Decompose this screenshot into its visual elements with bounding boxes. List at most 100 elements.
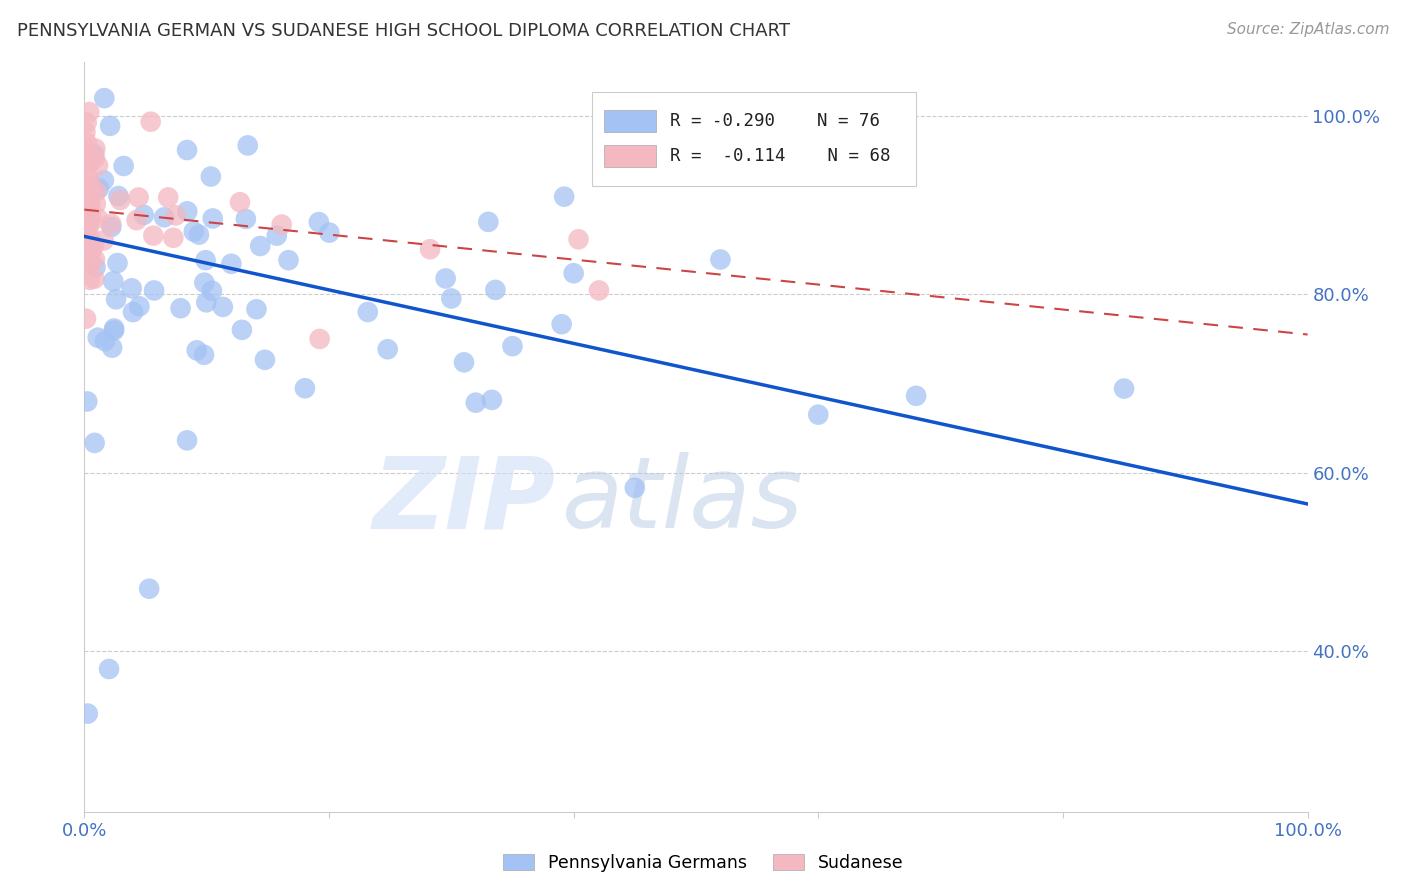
Point — [77, 254, 100, 268]
Point — [419, 242, 441, 256]
Point — [132, 208, 155, 222]
Point — [165, 208, 187, 222]
Point — [249, 239, 271, 253]
Point — [128, 190, 150, 204]
Point — [125, 213, 148, 227]
Point — [139, 114, 162, 128]
Point — [87, 159, 110, 173]
Point — [79, 228, 101, 243]
Point — [87, 181, 110, 195]
Text: Source: ZipAtlas.com: Source: ZipAtlas.com — [1226, 22, 1389, 37]
Point — [77, 192, 100, 206]
Point — [567, 232, 589, 246]
Point — [75, 211, 97, 225]
Point — [308, 332, 330, 346]
Point — [76, 178, 98, 193]
Point — [100, 217, 122, 231]
Point — [193, 348, 215, 362]
Point — [77, 201, 100, 215]
Point — [502, 339, 524, 353]
Point — [128, 299, 150, 313]
Point — [84, 152, 107, 166]
Point — [75, 311, 97, 326]
Point — [103, 274, 125, 288]
FancyBboxPatch shape — [605, 145, 655, 168]
Point — [83, 147, 105, 161]
Point — [201, 284, 224, 298]
Point — [79, 179, 101, 194]
Point — [76, 163, 98, 178]
Point — [308, 215, 330, 229]
Point — [77, 219, 100, 233]
Point — [75, 227, 97, 242]
Point — [318, 226, 340, 240]
Point — [245, 302, 267, 317]
Point — [84, 252, 107, 267]
Point — [73, 146, 96, 161]
Point — [1114, 382, 1136, 396]
Point — [235, 211, 257, 226]
Point — [79, 156, 101, 170]
Point — [142, 228, 165, 243]
Text: atlas: atlas — [561, 452, 803, 549]
Point — [76, 236, 98, 251]
Text: PENNSYLVANIA GERMAN VS SUDANESE HIGH SCHOOL DIPLOMA CORRELATION CHART: PENNSYLVANIA GERMAN VS SUDANESE HIGH SCH… — [17, 22, 790, 40]
Point — [231, 323, 253, 337]
Point — [76, 136, 98, 150]
Point — [80, 211, 103, 225]
Point — [122, 305, 145, 319]
Point — [112, 159, 135, 173]
Point — [107, 256, 129, 270]
Point — [143, 284, 166, 298]
Point — [86, 185, 108, 199]
Point — [588, 284, 610, 298]
Point — [76, 115, 98, 129]
Point — [94, 334, 117, 348]
Point — [98, 119, 121, 133]
Point — [86, 211, 108, 226]
Point — [101, 341, 124, 355]
Point — [550, 317, 572, 331]
Point — [75, 219, 97, 233]
Point — [905, 389, 928, 403]
Point — [193, 276, 215, 290]
Point — [75, 204, 97, 219]
Point — [76, 245, 98, 260]
Point — [76, 234, 98, 248]
Point — [200, 169, 222, 184]
Point — [76, 179, 98, 194]
Point — [153, 211, 176, 225]
Point — [484, 283, 506, 297]
Point — [76, 217, 98, 231]
Point — [80, 200, 103, 214]
Point — [75, 226, 97, 240]
Point — [169, 301, 191, 316]
Point — [73, 210, 96, 224]
Text: ZIP: ZIP — [373, 452, 555, 549]
Point — [211, 300, 233, 314]
Point — [103, 321, 125, 335]
Point — [229, 195, 252, 210]
Point — [75, 125, 97, 139]
Point — [138, 582, 160, 596]
Point — [107, 189, 129, 203]
Point — [79, 174, 101, 188]
Point — [79, 105, 101, 120]
Point — [194, 253, 217, 268]
Text: R = -0.290    N = 76: R = -0.290 N = 76 — [671, 112, 880, 130]
Point — [464, 395, 486, 409]
Point — [76, 394, 98, 409]
Point — [266, 228, 288, 243]
Point — [84, 260, 107, 275]
Point — [83, 436, 105, 450]
Point — [294, 381, 316, 395]
Point — [188, 227, 211, 242]
Point — [176, 143, 198, 157]
Text: R =  -0.114    N = 68: R = -0.114 N = 68 — [671, 147, 891, 165]
Point — [434, 271, 457, 285]
Point — [76, 706, 98, 721]
Point — [93, 91, 115, 105]
Point — [79, 239, 101, 253]
Point — [80, 245, 103, 260]
Point — [79, 257, 101, 271]
